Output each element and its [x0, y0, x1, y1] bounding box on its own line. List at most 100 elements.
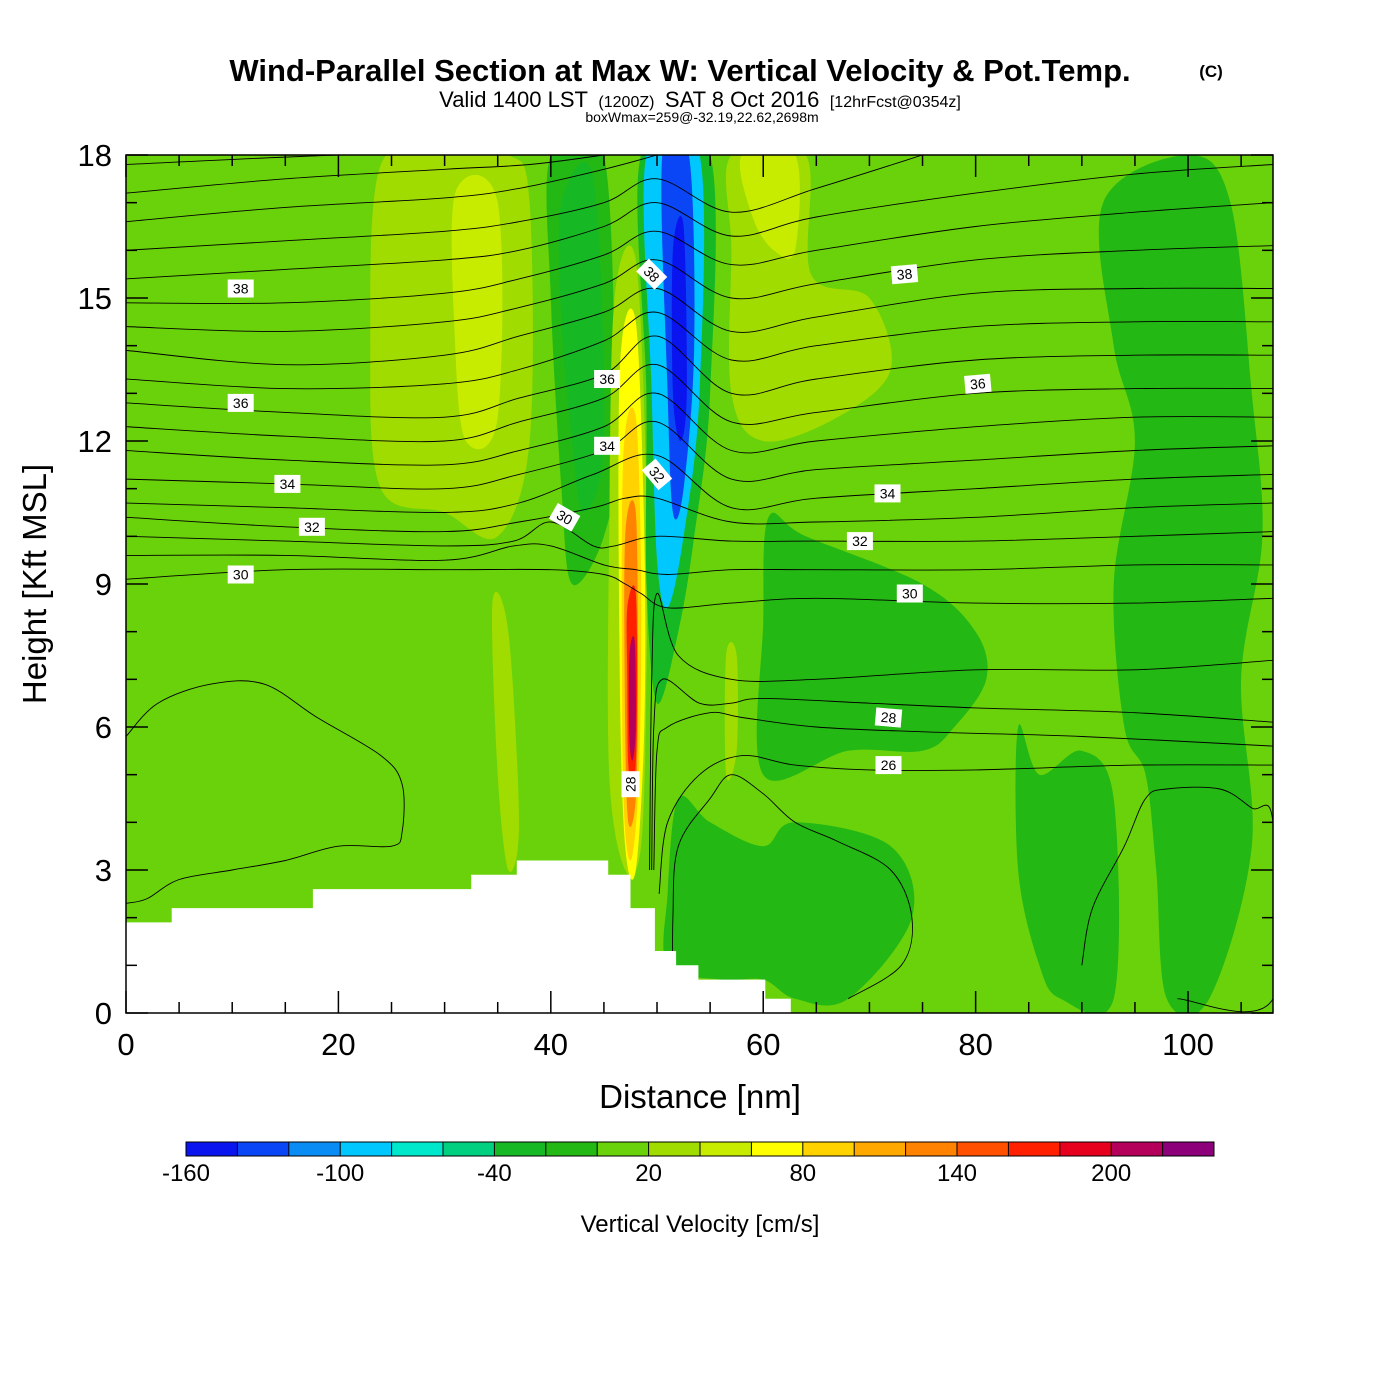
colorbar-tick-labels: -160 -100 -40 20 80 140 200: [162, 1160, 1131, 1187]
y-tick-label: 18: [78, 138, 112, 173]
colorbar-swatch: [391, 1142, 444, 1156]
contour-label: 30: [548, 503, 581, 532]
colorbar-swatch: [237, 1142, 290, 1156]
contour-label-box: [594, 370, 621, 388]
theta-contour-line: [1081, 786, 1273, 1013]
theta-contour-line: [126, 245, 1273, 332]
contour-label-text: 36: [599, 371, 615, 387]
theta-contour-line: [126, 335, 1273, 419]
contour-label-box: [227, 393, 254, 412]
contour-label: 30: [227, 565, 254, 584]
contour-label-box: [621, 771, 640, 798]
colorbar-swatch: [957, 1142, 1009, 1156]
y-tick-label: 3: [95, 853, 112, 888]
box-wmax-info: boxWmax=259@-32.19,22.62,2698m: [585, 109, 818, 125]
contour-label-text: 36: [969, 375, 986, 392]
contour-label-box: [298, 517, 325, 536]
velocity-region: [739, 155, 800, 259]
theta-contour-line: [126, 155, 604, 194]
x-tick-label: 20: [321, 1027, 355, 1062]
copyright-mark: (C): [1199, 62, 1223, 81]
contour-label-text: 26: [881, 757, 897, 773]
theta-contour-line: [126, 202, 1273, 304]
y-tick-label: 15: [78, 281, 112, 316]
y-tick-label: 9: [95, 567, 112, 602]
colorbar-tick-label: 140: [937, 1160, 977, 1187]
valid-prefix: Valid 1400 LST: [439, 87, 588, 112]
theta-contour-line: [126, 495, 1273, 533]
contour-label: 36: [227, 393, 254, 412]
colorbar-tick-label: -160: [162, 1160, 210, 1187]
colorbar-swatch: [1059, 1142, 1112, 1156]
contour-label-box: [227, 279, 254, 298]
theta-contour-line: [126, 155, 658, 223]
contour-label-text: 34: [280, 476, 296, 492]
contour-label-box: [227, 565, 254, 584]
contour-label: 26: [875, 756, 902, 775]
theta-contour-line: [126, 392, 1273, 466]
colorbar-swatch: [1008, 1142, 1061, 1156]
colorbar: [185, 1141, 1215, 1157]
valid-utc: (1200Z): [598, 94, 654, 111]
theta-contour-line: [126, 364, 1273, 443]
theta-contour-line: [126, 543, 1273, 575]
contour-label: 28: [874, 707, 903, 728]
contour-label-box: [874, 707, 903, 728]
theta-contour-line: [672, 774, 913, 1000]
velocity-region: [145, 155, 341, 880]
y-axis-title: Height [Kft MSL]: [16, 464, 53, 704]
contour-label-text: 30: [233, 567, 249, 583]
contour-label-text: 38: [233, 281, 249, 297]
colorbar-swatch: [340, 1142, 393, 1156]
velocity-region: [558, 161, 605, 513]
velocity-region: [370, 155, 533, 540]
colorbar-swatch: [854, 1142, 907, 1156]
colorbar-tick-label: -100: [316, 1160, 364, 1187]
contour-label-box: [636, 258, 668, 290]
theta-contour-line: [126, 311, 1273, 390]
velocity-region: [1134, 286, 1199, 729]
x-tick-label: 60: [746, 1027, 780, 1062]
contour-label-text: 30: [554, 506, 576, 528]
theta-contour-line: [651, 678, 1273, 871]
colorbar-title: Vertical Velocity [cm/s]: [581, 1211, 820, 1238]
theta-contour-line: [126, 155, 923, 251]
theta-contour-line: [653, 711, 1273, 871]
theta-contour-line: [126, 453, 1273, 514]
x-tick-label: 100: [1162, 1027, 1214, 1062]
colorbar-swatch: [905, 1142, 958, 1156]
contour-label: 30: [896, 584, 923, 603]
colorbar-tick-label: 20: [635, 1160, 662, 1187]
contour-label-text: 34: [599, 438, 615, 454]
contour-label: 38: [227, 279, 254, 298]
theta-contour-line: [126, 568, 1273, 609]
velocity-region: [756, 512, 988, 781]
theta-contour-line: [126, 680, 405, 904]
plot-area: 38 36 34 32 30 30 36 34 38 32 28 38 36 34 32 30 28 26: [126, 155, 1273, 1013]
colorbar-swatch: [1162, 1142, 1215, 1156]
contour-label-text: 28: [880, 709, 897, 726]
colorbar-swatch: [545, 1142, 598, 1156]
contour-label: 32: [846, 532, 873, 551]
theta-contour-line: [126, 521, 1273, 549]
x-tick-label: 80: [958, 1027, 992, 1062]
contour-label: 38: [636, 258, 668, 290]
velocity-region: [628, 636, 636, 761]
contour-label: 34: [874, 484, 901, 503]
x-tick-label: 0: [117, 1027, 134, 1062]
contour-label-text: 32: [304, 519, 320, 535]
valid-time-line: Valid 1400 LST (1200Z) SAT 8 Oct 2016 [1…: [439, 87, 961, 112]
contour-label: 38: [890, 264, 919, 285]
velocity-field: [145, 155, 1263, 1013]
contour-label: 36: [964, 373, 992, 394]
colorbar-swatch: [597, 1142, 650, 1156]
contour-label: 32: [641, 458, 673, 491]
colorbar-swatch: [648, 1142, 701, 1156]
velocity-region: [491, 591, 519, 872]
theta-contour-line: [126, 287, 1273, 366]
contour-label-text: 32: [852, 533, 868, 549]
contour-label: 34: [594, 436, 621, 455]
colorbar-swatch: [802, 1142, 855, 1156]
y-tick-labels: 0 3 6 9 12 15 18: [78, 138, 112, 1031]
